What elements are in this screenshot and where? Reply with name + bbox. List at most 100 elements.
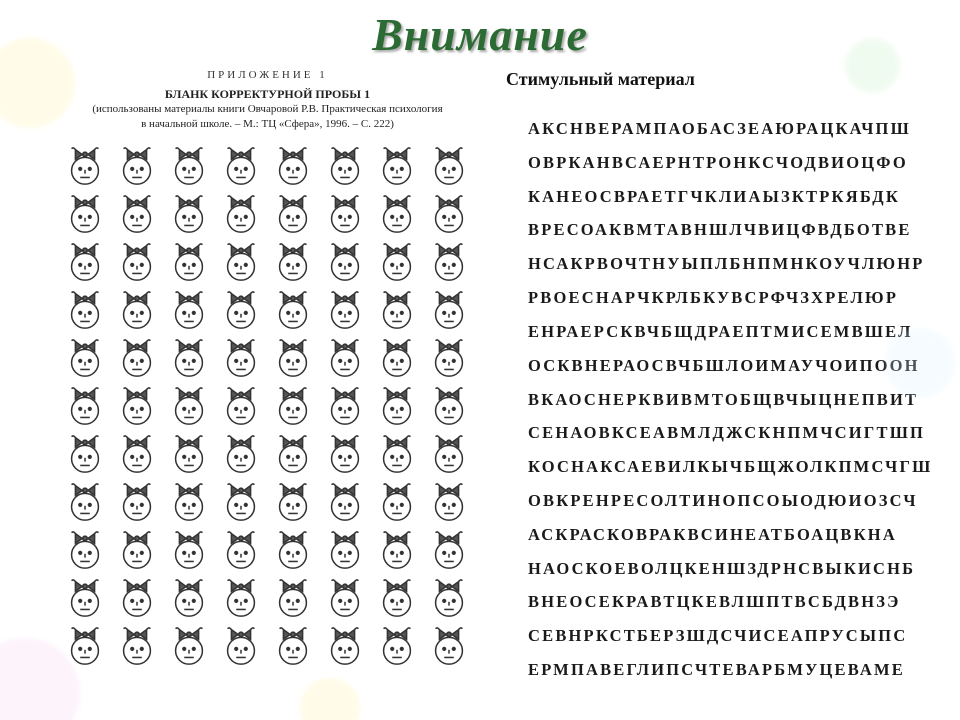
- stimulus-line: ВКАОСНЕРКВИВМТОБЩВЧЫЦНЕПВИТ: [528, 383, 950, 417]
- face-icon: [113, 334, 163, 382]
- face-icon: [113, 286, 163, 334]
- face-icon: [373, 238, 423, 286]
- face-icon: [165, 190, 215, 238]
- face-icon: [425, 334, 475, 382]
- stimulus-line: СЕВНРКСТБЕРЗШДСЧИСЕАПРУСЫПС: [528, 619, 950, 653]
- stimulus-line: НАОСКОЕВОЛЦКЕНШЗДРНСВЫКИСНБ: [528, 552, 950, 586]
- face-icon: [373, 190, 423, 238]
- face-icon: [373, 622, 423, 670]
- face-icon: [61, 238, 111, 286]
- face-icon: [61, 190, 111, 238]
- face-icon: [373, 430, 423, 478]
- stimulus-line: АКСНВЕРАМПАОБАСЗЕАЮРАЦКАЧПШ: [528, 112, 950, 146]
- face-icon: [425, 286, 475, 334]
- letter-block: АКСНВЕРАМПАОБАСЗЕАЮРАЦКАЧПШОВРКАНВСАЕРНТ…: [528, 112, 950, 687]
- face-icon: [425, 142, 475, 190]
- face-icon: [217, 286, 267, 334]
- face-icon: [373, 526, 423, 574]
- stimulus-line: ВНЕОСЕКРАВТЦКЕВЛШПТВСБДВНЗЭ: [528, 585, 950, 619]
- face-icon: [321, 574, 371, 622]
- left-panel: ПРИЛОЖЕНИЕ 1 БЛАНК КОРРЕКТУРНОЙ ПРОБЫ 1 …: [45, 67, 490, 670]
- face-icon: [321, 334, 371, 382]
- face-icon: [269, 526, 319, 574]
- face-icon: [425, 478, 475, 526]
- face-icon: [425, 238, 475, 286]
- content-row: ПРИЛОЖЕНИЕ 1 БЛАНК КОРРЕКТУРНОЙ ПРОБЫ 1 …: [0, 67, 960, 687]
- face-icon: [165, 478, 215, 526]
- face-icon: [269, 382, 319, 430]
- face-icon: [217, 430, 267, 478]
- face-icon: [321, 478, 371, 526]
- face-icon: [425, 430, 475, 478]
- face-icon: [165, 286, 215, 334]
- face-icon: [217, 622, 267, 670]
- face-icon: [165, 382, 215, 430]
- face-icon: [113, 622, 163, 670]
- face-icon: [425, 382, 475, 430]
- face-icon: [113, 190, 163, 238]
- face-icon: [165, 334, 215, 382]
- face-icon: [321, 142, 371, 190]
- stimulus-line: СЕНАОВКСЕАВМЛДЖСКНПМЧСИГТШП: [528, 416, 950, 450]
- face-icon: [61, 574, 111, 622]
- face-icon: [217, 142, 267, 190]
- face-icon: [321, 382, 371, 430]
- form-title: БЛАНК КОРРЕКТУРНОЙ ПРОБЫ 1: [45, 87, 490, 102]
- face-icon: [373, 478, 423, 526]
- face-icon: [321, 430, 371, 478]
- face-icon: [61, 334, 111, 382]
- face-icon: [373, 382, 423, 430]
- face-icon: [165, 142, 215, 190]
- face-icon: [269, 334, 319, 382]
- face-icon: [165, 622, 215, 670]
- face-icon: [61, 382, 111, 430]
- form-sub-1: (использованы материалы книги Овчаровой …: [45, 102, 490, 117]
- face-icon: [425, 526, 475, 574]
- face-icon: [217, 574, 267, 622]
- stimulus-line: РВОЕСНАРЧКРЛБКУВСРФЧЗХРЕЛЮР: [528, 281, 950, 315]
- face-icon: [61, 478, 111, 526]
- face-icon: [113, 142, 163, 190]
- stimulus-line: КАНЕОСВРАЕТГЧКЛИАЫЗКТРКЯБДК: [528, 180, 950, 214]
- face-icon: [269, 190, 319, 238]
- face-icon: [113, 526, 163, 574]
- face-icon: [165, 526, 215, 574]
- face-icon: [113, 238, 163, 286]
- face-icon: [113, 382, 163, 430]
- face-icon: [269, 478, 319, 526]
- face-icon: [321, 190, 371, 238]
- face-icon: [113, 478, 163, 526]
- face-icon: [373, 574, 423, 622]
- face-icon: [321, 526, 371, 574]
- face-icon: [321, 286, 371, 334]
- face-icon: [217, 334, 267, 382]
- face-icon: [113, 430, 163, 478]
- face-icon: [165, 238, 215, 286]
- face-icon: [321, 238, 371, 286]
- face-icon: [217, 190, 267, 238]
- face-icon: [61, 526, 111, 574]
- stimulus-line: ЕРМПАВЕГЛИПСЧТЕВАРБМУЦЕВАМЕ: [528, 653, 950, 687]
- face-icon: [217, 478, 267, 526]
- stimulus-line: ЕНРАЕРСКВЧБЩДРАЕПТМИСЕМВШЕЛ: [528, 315, 950, 349]
- stimulus-line: ОВКРЕНРЕСОЛТИНОПСОЫОДЮИОЗСЧ: [528, 484, 950, 518]
- face-icon: [269, 574, 319, 622]
- right-panel: Стимульный материал АКСНВЕРАМПАОБАСЗЕАЮР…: [502, 69, 950, 687]
- face-icon: [373, 334, 423, 382]
- page-title: Внимание: [0, 8, 960, 61]
- face-icon: [269, 430, 319, 478]
- face-icon: [217, 238, 267, 286]
- face-icon: [373, 142, 423, 190]
- face-icon: [165, 574, 215, 622]
- face-icon: [61, 142, 111, 190]
- face-icon: [321, 622, 371, 670]
- face-icon: [113, 574, 163, 622]
- face-grid: [45, 142, 490, 670]
- stimulus-line: ОВРКАНВСАЕРНТРОНКСЧОДВИОЦФО: [528, 146, 950, 180]
- face-icon: [165, 430, 215, 478]
- face-icon: [269, 622, 319, 670]
- stimulus-line: АСКРАСКОВРАКВСИНЕАТБОАЦВКНА: [528, 518, 950, 552]
- face-icon: [269, 286, 319, 334]
- face-icon: [425, 190, 475, 238]
- stimulus-line: ВРЕСОАКВМТАВНШЛЧВИЦФВДБОТВЕ: [528, 213, 950, 247]
